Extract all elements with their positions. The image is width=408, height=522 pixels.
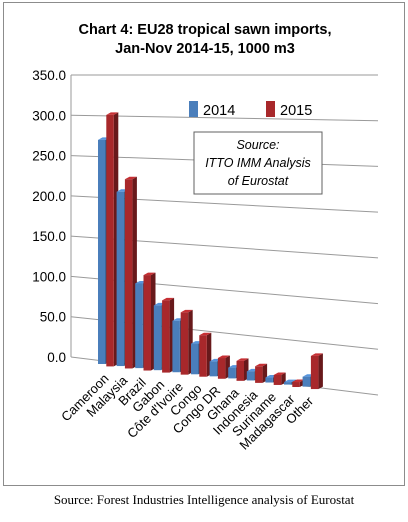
- legend-swatch-2014: [189, 101, 198, 117]
- legend-label-2014: 2014: [203, 103, 235, 119]
- y-tick-label: 200.0: [32, 189, 66, 204]
- bar-2015-congo: [199, 332, 212, 377]
- legend: 2014 2015: [189, 101, 312, 119]
- legend-label-2015: 2015: [280, 103, 312, 119]
- y-tick-label: 50.0: [40, 310, 66, 325]
- bar-2015-other: [310, 353, 323, 390]
- bar-2015-malaysia: [124, 176, 137, 369]
- legend-swatch-2015: [266, 101, 275, 117]
- source-note-line-1: Source:: [236, 138, 279, 152]
- bars: [98, 112, 323, 390]
- y-tick-label: 150.0: [32, 229, 66, 244]
- source-note-line-3: of Eurostat: [228, 174, 289, 188]
- bar-2015-gabon: [162, 297, 175, 373]
- source-note: Source: ITTO IMM Analysis of Eurostat: [193, 131, 323, 195]
- y-tick-label: 250.0: [32, 149, 66, 164]
- gridline: [70, 114, 379, 122]
- source-note-box: [193, 131, 323, 195]
- y-tick-label: 0.0: [47, 350, 66, 365]
- y-tick-label: 300.0: [32, 108, 66, 123]
- y-axis-ticks: 0.0 50.0 100.0 150.0 200.0 250.0 300.0 350.0: [32, 68, 66, 365]
- bar-2015-cote-d-ivoire: [180, 309, 193, 375]
- bar-2015-brazil: [143, 272, 156, 371]
- bar-2015-indonesia: [255, 363, 268, 383]
- bar-2015-suriname: [273, 372, 286, 385]
- chart-frame: Chart 4: EU28 tropical sawn imports, Jan…: [3, 2, 405, 486]
- chart: Chart 4: EU28 tropical sawn imports, Jan…: [32, 22, 379, 453]
- chart-title-line-1: Chart 4: EU28 tropical sawn imports,: [78, 22, 331, 38]
- bar-2015-congo-dr: [217, 355, 230, 379]
- y-tick-label: 350.0: [32, 68, 66, 83]
- chart-title-line-2: Jan-Nov 2014-15, 1000 m3: [115, 41, 295, 57]
- source-note-line-2: ITTO IMM Analysis: [205, 156, 311, 170]
- bar-2015-ghana: [236, 358, 249, 381]
- y-tick-label: 100.0: [32, 269, 66, 284]
- bar-2015-cameroon: [106, 112, 119, 367]
- source-caption: Source: Forest Industries Intelligence a…: [53, 492, 355, 507]
